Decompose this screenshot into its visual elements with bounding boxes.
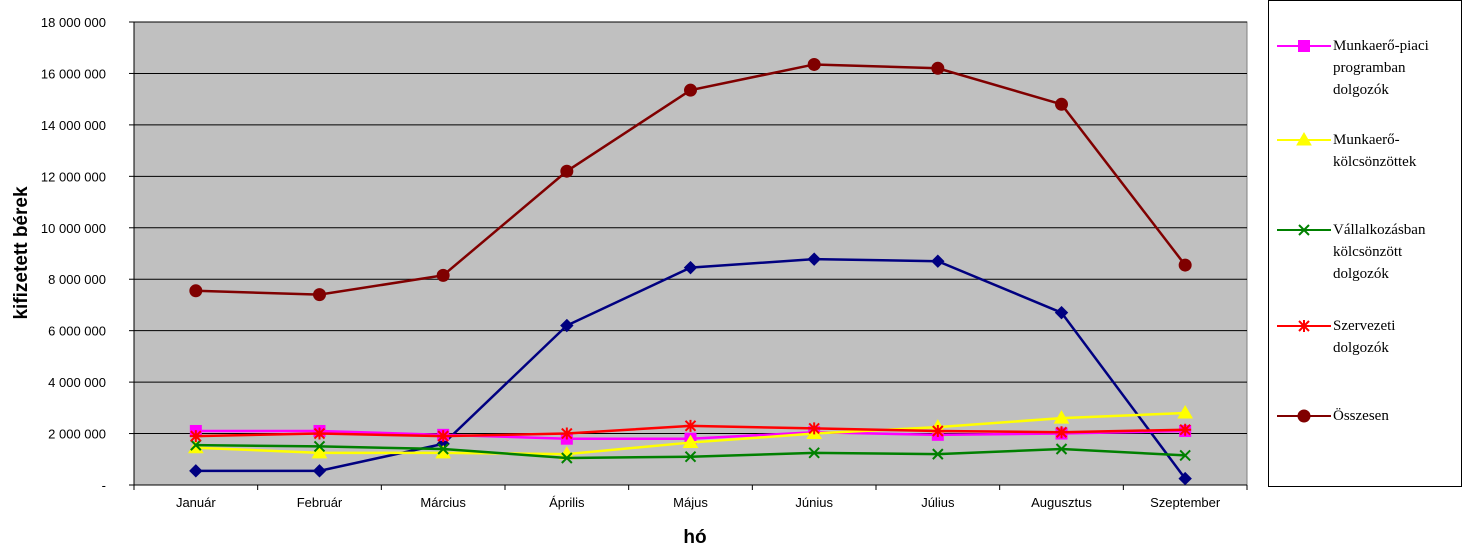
legend-swatch	[1277, 40, 1331, 52]
legend-swatch	[1277, 224, 1331, 236]
x-tick-label: Augusztus	[1031, 495, 1092, 510]
x-axis-title: hó	[683, 527, 706, 548]
data-point	[807, 57, 821, 71]
series-6	[189, 57, 1192, 302]
y-tick-label: 6 000 000	[48, 324, 106, 339]
legend-swatch	[1277, 320, 1331, 332]
x-tick-label: Április	[549, 495, 585, 510]
x-tick-label: Június	[795, 495, 833, 510]
data-point	[1055, 443, 1068, 455]
data-point	[808, 447, 820, 459]
data-point	[683, 260, 698, 275]
data-point	[684, 83, 697, 97]
legend-marker	[1298, 40, 1310, 52]
y-tick-label: 4 000 000	[48, 375, 106, 390]
data-point	[1053, 410, 1070, 424]
data-point	[189, 284, 203, 298]
x-tick-label: Március	[420, 495, 466, 510]
data-point	[1179, 423, 1192, 436]
legend-label: Vállalkozásban kölcsönzött dolgozók	[1333, 222, 1426, 282]
data-point	[931, 61, 945, 75]
legend-swatch	[1277, 409, 1331, 423]
data-point	[1054, 305, 1069, 320]
data-point	[313, 288, 326, 302]
y-tick-label: 14 000 000	[41, 118, 106, 133]
data-point	[932, 448, 944, 460]
data-point	[437, 430, 450, 443]
legend-label: Munkaerő-piaci programban dolgozók	[1333, 38, 1429, 98]
data-point	[1179, 449, 1191, 462]
legend-marker	[1297, 409, 1311, 423]
axes: - 2 000 000 4 000 000 6 000 000 8 000 000 10 …	[41, 15, 1248, 510]
data-point	[684, 450, 697, 463]
y-axis-title: kifizetett bérek	[11, 186, 32, 319]
series-1	[189, 252, 1192, 486]
legend: Munkaerő-piaci programban dolgozók Munkae…	[1268, 0, 1462, 487]
data-point	[1177, 404, 1194, 419]
data-point	[189, 430, 202, 443]
y-tick-label: 10 000 000	[41, 221, 106, 236]
series-5	[189, 419, 1192, 443]
data-point	[684, 419, 697, 432]
y-tick-label: 8 000 000	[48, 272, 106, 287]
x-tick-label: Szeptember	[1150, 495, 1221, 510]
y-tick-label: 2 000 000	[48, 427, 106, 442]
legend-marker	[1298, 320, 1310, 332]
data-point	[560, 427, 573, 440]
legend-swatch	[1277, 132, 1331, 146]
data-point	[560, 164, 574, 178]
data-point	[931, 424, 944, 437]
data-point	[311, 444, 328, 459]
x-tick-label: Május	[673, 495, 708, 510]
data-point	[807, 252, 821, 266]
data-point	[1178, 471, 1192, 486]
data-point	[1055, 97, 1068, 111]
y-tick-label: -	[102, 478, 106, 493]
series-4	[190, 439, 1191, 464]
data-point	[808, 422, 821, 435]
legend-label: Munkaerő- kölcsönzöttek	[1333, 132, 1417, 170]
legend-label: Szervezeti dolgozók	[1333, 318, 1396, 356]
y-tick-label: 18 000 000	[41, 15, 106, 30]
x-tick-label: Július	[921, 495, 955, 510]
data-point	[189, 464, 203, 478]
data-point	[561, 452, 573, 464]
x-tick-label: Február	[297, 495, 343, 510]
data-point	[1055, 426, 1068, 439]
data-point	[437, 443, 449, 455]
data-point	[1178, 258, 1192, 272]
data-point	[313, 440, 326, 453]
data-point	[190, 439, 202, 451]
data-point	[313, 427, 326, 440]
y-tick-label: 12 000 000	[41, 169, 106, 184]
legend-marker	[1298, 224, 1310, 236]
data-point	[312, 464, 327, 478]
x-tick-label: Január	[176, 495, 216, 510]
y-tick-label: 16 000 000	[41, 66, 106, 81]
data-point	[682, 434, 699, 449]
legend-marker	[1296, 132, 1312, 146]
data-point	[560, 318, 574, 333]
data-point	[436, 268, 450, 282]
legend-label: Összesen	[1333, 408, 1389, 424]
data-point	[931, 254, 945, 268]
series-group	[187, 57, 1194, 486]
